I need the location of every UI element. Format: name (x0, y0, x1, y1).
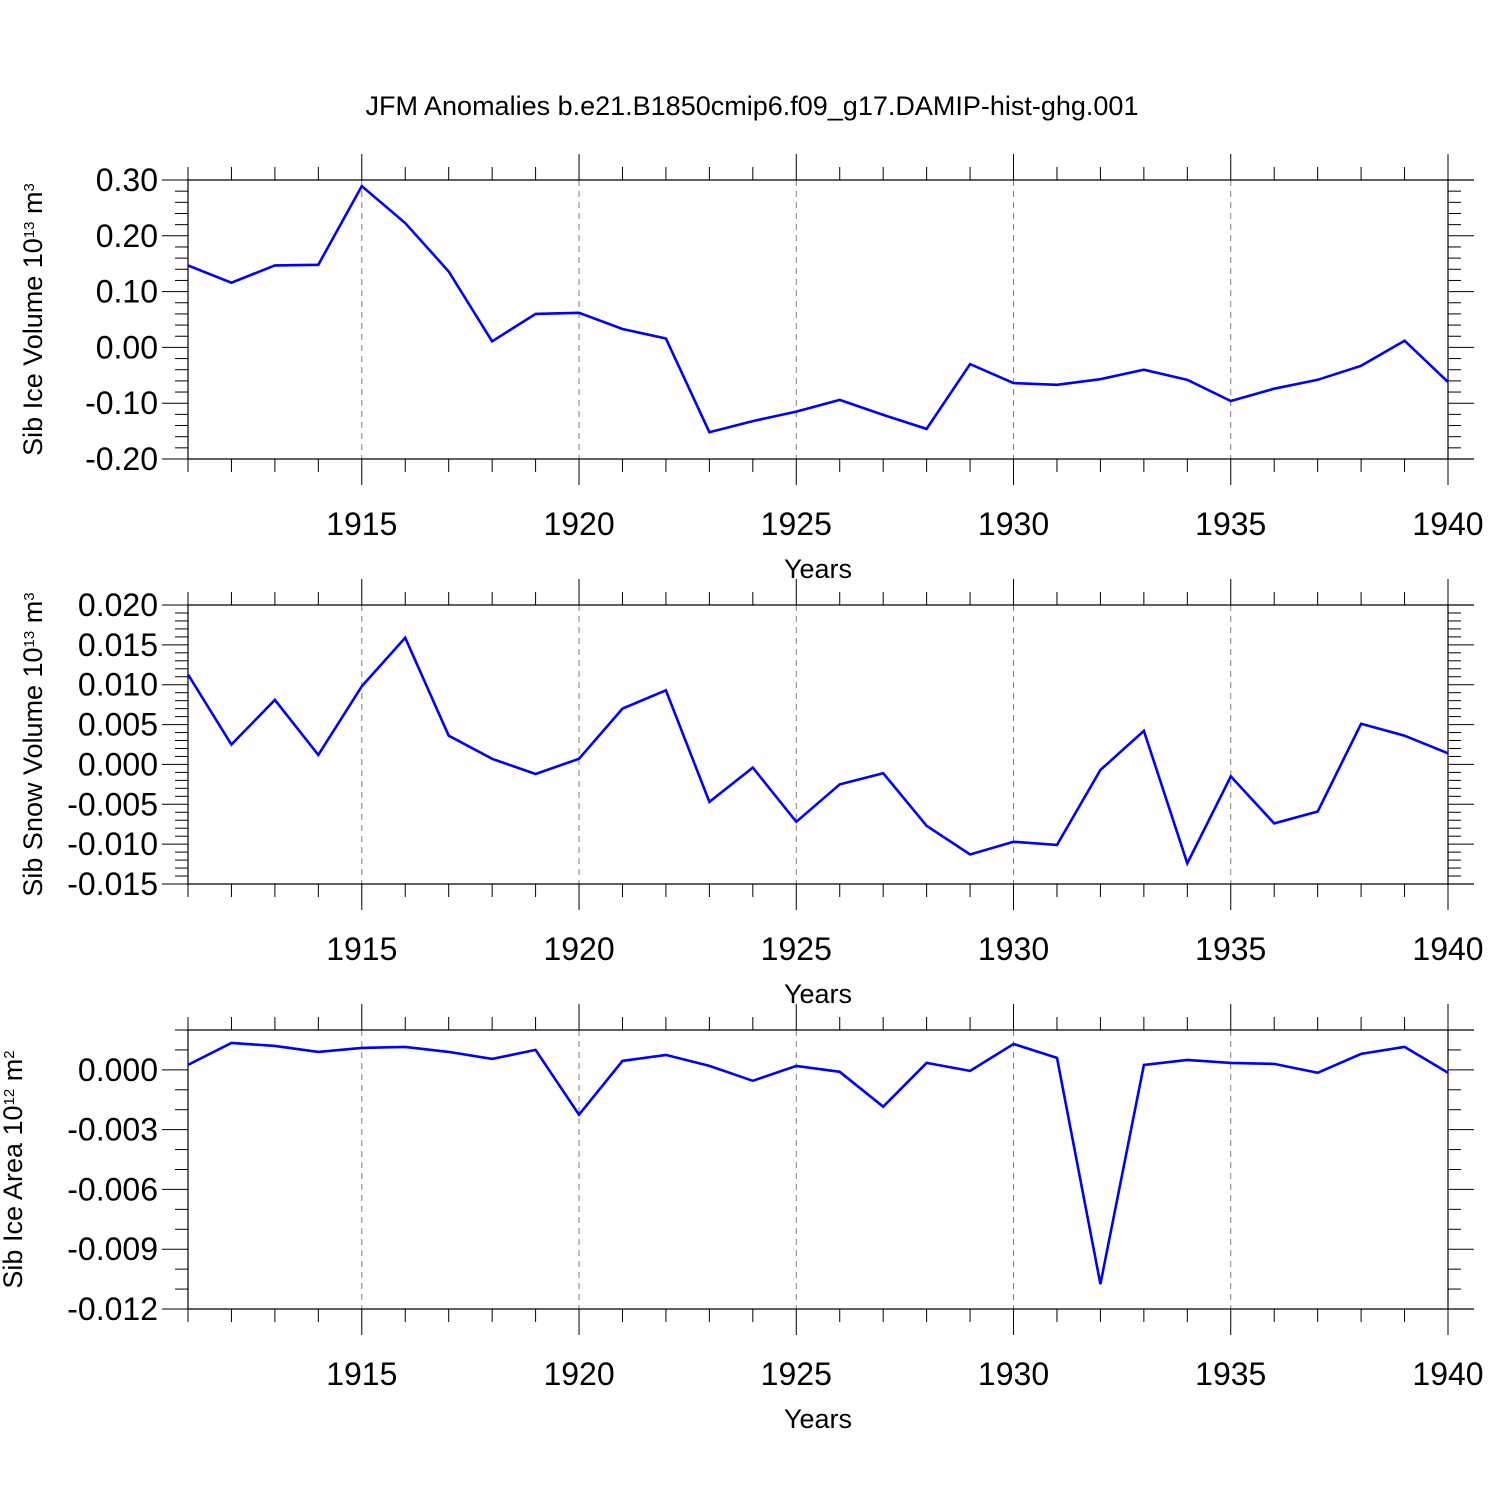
y-tick-label: 0.10 (96, 274, 158, 310)
y-tick-label: -0.10 (85, 385, 158, 421)
y-tick-label: 0.005 (78, 707, 158, 743)
x-tick-label: 1930 (978, 506, 1049, 542)
y-tick-label: -0.015 (67, 866, 158, 902)
y-tick-label: 0.20 (96, 218, 158, 254)
y-tick-label: 0.010 (78, 667, 158, 703)
x-tick-label: 1915 (326, 931, 397, 967)
x-tick-label: 1940 (1412, 931, 1483, 967)
x-axis-label: Years (784, 1404, 852, 1434)
y-label-superscript: 3 (21, 592, 38, 600)
y-tick-label: 0.00 (96, 329, 158, 365)
y-label-superscript: 13 (21, 222, 38, 239)
y-label-text: m (18, 601, 48, 631)
x-tick-label: 1940 (1412, 506, 1483, 542)
y-tick-label: 0.000 (78, 746, 158, 782)
y-tick-label: -0.20 (85, 441, 158, 477)
x-tick-label: 1920 (543, 506, 614, 542)
series-line (187, 1041, 1449, 1285)
x-tick-label: 1935 (1195, 931, 1266, 967)
y-label-text: m (0, 1059, 28, 1089)
series-line (186, 635, 1449, 867)
chart-title: JFM Anomalies b.e21.B1850cmip6.f09_g17.D… (366, 91, 1139, 121)
x-axis-label: Years (784, 554, 852, 584)
x-tick-label: 1925 (761, 931, 832, 967)
x-tick-label: 1925 (761, 1356, 832, 1392)
y-tick-label: 0.020 (78, 587, 158, 623)
x-tick-label: 1930 (978, 931, 1049, 967)
y-axis-label: Sib Ice Area 1012 m2 (0, 1050, 28, 1288)
x-tick-label: 1915 (326, 506, 397, 542)
panel-3: -0.012 -0.009 -0.006 -0.003 0.000 1915 1920 192… (0, 1004, 1484, 1434)
x-axis-label: Years (784, 979, 852, 1009)
y-tick-label: 0.30 (96, 162, 158, 198)
y-tick-label: -0.010 (67, 826, 158, 862)
y-label-superscript: 12 (1, 1089, 18, 1106)
y-label-text: Sib Snow Volume 10 (18, 647, 48, 896)
series-line (187, 184, 1449, 434)
y-label-text: Sib Ice Volume 10 (18, 238, 48, 456)
x-tick-label: 1920 (543, 931, 614, 967)
y-label-superscript: 13 (21, 631, 38, 648)
x-tick-label: 1930 (978, 1356, 1049, 1392)
y-tick-label: 0.015 (78, 627, 158, 663)
y-axis-label: Sib Snow Volume 1013 m3 (18, 592, 48, 896)
y-tick-label: -0.012 (67, 1291, 158, 1327)
y-label-superscript: 3 (21, 183, 38, 191)
y-label-text: m (18, 192, 48, 222)
x-tick-label: 1935 (1195, 506, 1266, 542)
x-tick-label: 1940 (1412, 1356, 1483, 1392)
y-tick-label: -0.005 (67, 786, 158, 822)
y-label-text: Sib Ice Area 10 (0, 1105, 28, 1288)
panel-1: -0.20 -0.10 0.00 0.10 0.20 0.30 1915 1920 1925 19… (18, 154, 1484, 584)
x-tick-label: 1915 (326, 1356, 397, 1392)
y-tick-label: -0.009 (67, 1231, 158, 1267)
y-tick-label: -0.003 (67, 1112, 158, 1148)
x-tick-label: 1925 (761, 506, 832, 542)
y-axis-label: Sib Ice Volume 1013 m3 (18, 183, 48, 456)
chart-panels: -0.20 -0.10 0.00 0.10 0.20 0.30 1915 1920 1925 19… (0, 154, 1484, 1434)
x-tick-label: 1920 (543, 1356, 614, 1392)
y-tick-label: 0.000 (78, 1052, 158, 1088)
x-tick-label: 1935 (1195, 1356, 1266, 1392)
y-tick-label: -0.006 (67, 1171, 158, 1207)
y-label-superscript: 2 (1, 1050, 18, 1058)
